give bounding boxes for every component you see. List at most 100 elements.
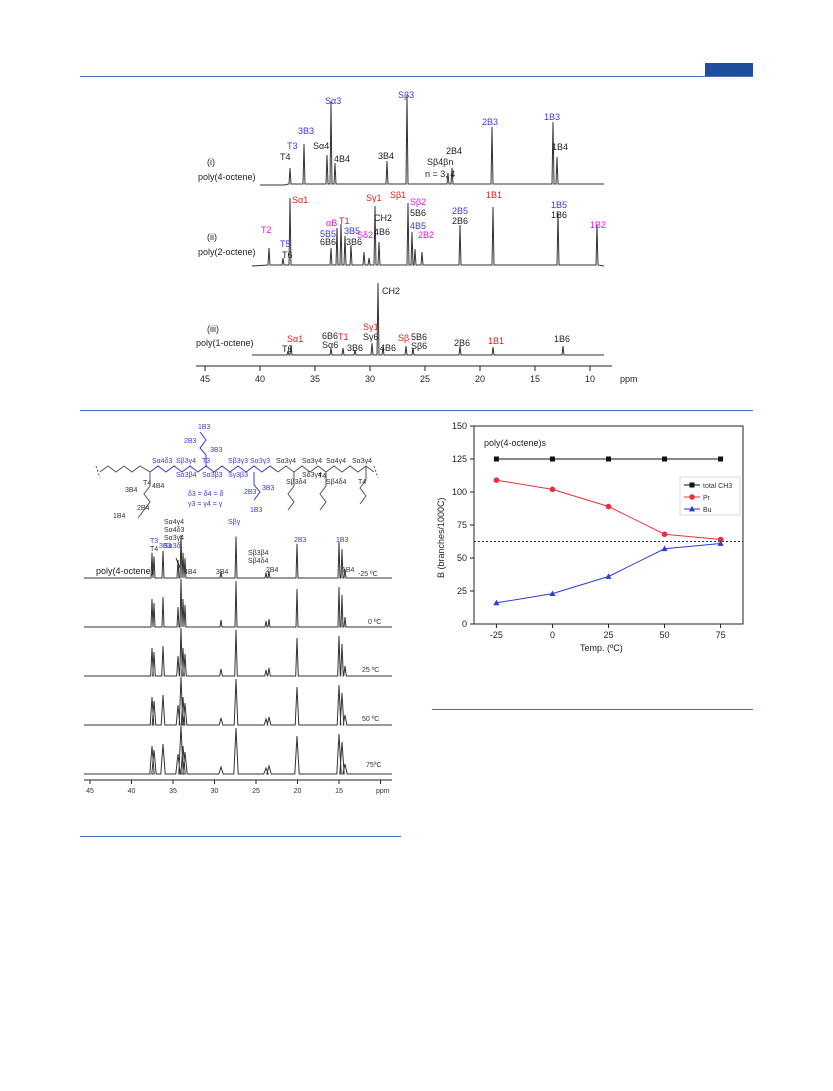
peak-label: 4B5 <box>410 221 426 231</box>
vt-peak-label: Sα3γ4 <box>164 535 184 542</box>
peak-label: 1B6 <box>554 334 570 344</box>
struct-label: Sα3γ3 <box>250 458 270 465</box>
peak-label: 3B3 <box>298 126 314 136</box>
peak-label: T3 <box>287 141 298 151</box>
peak-label: 2B3 <box>482 117 498 127</box>
struct-label: Sα3β4 <box>176 472 197 479</box>
peak-label: CH2 <box>374 213 392 223</box>
peak-label: Sβ2 <box>410 197 426 207</box>
struct-label: 2B3 <box>244 489 257 496</box>
top-axis-tick-label: 40 <box>255 374 265 384</box>
trace-iii-roman: (iii) <box>207 324 219 334</box>
struct-label: Sα3β3 <box>202 472 223 479</box>
peak-label: T1 <box>338 332 349 342</box>
temp-label-4: 75ºC <box>366 762 381 769</box>
struct-label: T4 <box>318 473 326 480</box>
peak-label: Sβ4βn <box>427 157 453 167</box>
struct-label: 1B3 <box>198 424 211 431</box>
peak-label: 2B5 <box>452 206 468 216</box>
trace-ii-roman: (ii) <box>207 232 217 242</box>
chart-point <box>549 486 556 493</box>
peak-label: 3B6 <box>347 343 363 353</box>
chart-ytick-label: 0 <box>462 619 467 629</box>
vt-peak-label: 2B4 <box>266 567 279 574</box>
peak-label: Sα1 <box>287 334 303 344</box>
chart-point <box>689 482 695 488</box>
peak-label: Sβ1 <box>390 190 406 200</box>
peak-label: CH2 <box>382 286 400 296</box>
top-axis-tick-label: 45 <box>200 374 210 384</box>
chart-xtick-label: 0 <box>550 630 555 640</box>
struct-label: Sβ3γ3 <box>228 458 248 465</box>
vt-peak-label: Sβ4δ4 <box>248 558 268 565</box>
struct-label: Sβ3δ4 <box>286 479 306 486</box>
vt-spectrum-trace <box>84 725 392 775</box>
struct-label: 2B4 <box>137 505 150 512</box>
vt-peak-label: Sα3δ <box>164 543 181 550</box>
legend-entry-label: total CH3 <box>703 483 732 490</box>
vt-spectra <box>84 534 392 775</box>
chart-xtick-label: -25 <box>490 630 503 640</box>
struct-label: 4B4 <box>152 483 165 490</box>
chart-point <box>661 531 668 538</box>
struct-equation: γ3 = γ4 = γ <box>188 501 223 508</box>
vt-axis-tick-label: 40 <box>128 788 136 795</box>
struct-label: 1B3 <box>250 507 263 514</box>
peak-label: 1B1 <box>488 336 504 346</box>
arrow-marker <box>175 557 181 569</box>
vt-axis-tick-label: 20 <box>294 788 302 795</box>
vt-peak-label: 3B3 <box>159 543 172 550</box>
chart-title: poly(4-octene)s <box>484 438 547 448</box>
peak-label: T2 <box>261 225 272 235</box>
vt-axis-tick-label: 45 <box>86 788 94 795</box>
peak-label: αB <box>326 218 337 228</box>
peak-label: 5B6 <box>411 332 427 342</box>
peak-label: 1B6 <box>551 210 567 220</box>
peak-label: 5B5 <box>320 229 336 239</box>
peak-label: n = 3, 4 <box>425 169 455 179</box>
trace-i-roman: (i) <box>207 157 215 167</box>
peak-label: 3B4 <box>378 151 394 161</box>
chart-point <box>493 477 500 483</box>
figure3-bottom-rule <box>432 709 753 710</box>
chart-point <box>549 590 556 597</box>
peak-label: 4B4 <box>334 154 350 164</box>
peak-label: Sδ2 <box>357 230 373 240</box>
chart-xtick-label: 25 <box>603 630 613 640</box>
vt-peak-label: Sα4γ4 <box>164 519 184 526</box>
struct-equation: δ3 = δ4 = δ <box>188 491 224 498</box>
peak-label: 6B6 <box>320 237 336 247</box>
struct-label: T4 <box>143 480 151 487</box>
peak-label: Sβ6 <box>411 341 427 351</box>
chart-xtick-label: 75 <box>716 630 726 640</box>
chart-point <box>605 503 612 510</box>
page-badge <box>705 63 753 76</box>
vt-spectrum-trace <box>84 534 392 579</box>
trace-ii-spectrum <box>251 197 605 267</box>
temp-label-3: 50 ºC <box>362 716 379 723</box>
chart-point <box>718 456 724 462</box>
peak-label: Sα6 <box>322 340 338 350</box>
peak-label: 1B1 <box>486 190 502 200</box>
chart-point <box>717 540 724 546</box>
struct-label: Sβ3γ4 <box>176 458 196 465</box>
chart-point <box>661 545 668 552</box>
peak-label: Sα3 <box>325 96 341 106</box>
vt-axis-tick-label: 30 <box>211 788 219 795</box>
vt-spectrum-trace <box>84 676 392 726</box>
vt-spectrum-trace <box>84 578 392 628</box>
chart-plot-frame <box>473 425 744 625</box>
chart-ytick-label: 75 <box>457 520 467 530</box>
vt-peak-label: T3 <box>150 538 158 545</box>
vt-peak-label: 3B4 <box>216 569 229 576</box>
trace-iii-spectrum <box>252 282 604 356</box>
chart-point <box>605 573 612 579</box>
vt-axis-tick-label: 25 <box>252 788 260 795</box>
temp-label-0: -25 ºC <box>358 571 378 578</box>
vt-trace-name: poly(4-octene) <box>96 566 154 576</box>
figure2-bottom-rule <box>80 836 401 837</box>
peak-label: Sγ6 <box>363 332 379 342</box>
struct-label: Sα4γ4 <box>326 458 346 465</box>
chart-xlabel: Temp. (ºC) <box>580 643 623 653</box>
